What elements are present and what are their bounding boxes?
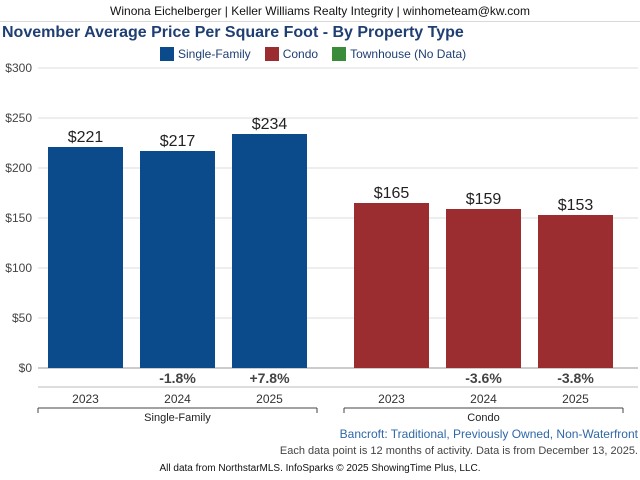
header-contact: Winona Eichelberger | Keller Williams Re… bbox=[0, 0, 640, 22]
y-tick-label: $0 bbox=[19, 361, 33, 375]
bar-value-label: $234 bbox=[252, 116, 288, 133]
y-tick-label: $100 bbox=[5, 261, 32, 275]
bar-value-label: $153 bbox=[558, 197, 594, 214]
bar-value-label: $217 bbox=[160, 133, 196, 150]
legend-swatch-single-family bbox=[160, 47, 174, 61]
x-tick-label: 2025 bbox=[256, 392, 283, 406]
bar-single-family-2024 bbox=[140, 151, 215, 368]
group-bracket bbox=[343, 407, 624, 413]
bar-single-family-2025 bbox=[232, 134, 307, 368]
chart-legend: Single-Family Condo Townhouse (No Data) bbox=[160, 45, 466, 63]
x-tick-label: 2025 bbox=[562, 392, 589, 406]
x-tick-label: 2024 bbox=[164, 392, 191, 406]
legend-label-condo: Condo bbox=[282, 47, 319, 61]
legend-label-single-family: Single-Family bbox=[178, 47, 251, 61]
data-credit: All data from NorthstarMLS. InfoSparks ©… bbox=[159, 463, 481, 474]
x-tick-label: 2023 bbox=[378, 392, 405, 406]
chart-title: November Average Price Per Square Foot -… bbox=[2, 24, 464, 41]
change-label: +7.8% bbox=[249, 370, 290, 386]
group-bracket bbox=[37, 407, 318, 413]
bar-value-label: $159 bbox=[466, 191, 502, 208]
data-note: Each data point is 12 months of activity… bbox=[279, 445, 638, 457]
legend-item-condo[interactable]: Condo bbox=[264, 47, 319, 61]
legend-item-single-family[interactable]: Single-Family bbox=[160, 47, 251, 61]
change-label: -3.6% bbox=[465, 370, 502, 386]
chart-subtitle: Bancroft: Traditional, Previously Owned,… bbox=[339, 427, 638, 441]
change-label: -1.8% bbox=[159, 370, 196, 386]
legend-swatch-condo bbox=[264, 47, 279, 61]
y-tick-label: $250 bbox=[5, 111, 32, 125]
x-tick-label: 2024 bbox=[470, 392, 497, 406]
bar-value-label: $165 bbox=[374, 185, 410, 202]
bar-condo-2023 bbox=[354, 203, 429, 368]
bar-condo-2024 bbox=[446, 209, 521, 368]
bar-condo-2025 bbox=[538, 215, 613, 368]
x-tick-label: 2023 bbox=[72, 392, 99, 406]
y-tick-label: $200 bbox=[5, 161, 32, 175]
group-label: Single-Family bbox=[144, 412, 211, 424]
legend-item-townhouse[interactable]: Townhouse (No Data) bbox=[332, 47, 466, 61]
bar-single-family-2023 bbox=[48, 147, 123, 368]
y-tick-label: $300 bbox=[5, 61, 32, 75]
group-label: Condo bbox=[467, 412, 499, 424]
y-tick-label: $50 bbox=[12, 311, 32, 325]
y-tick-label: $150 bbox=[5, 211, 32, 225]
change-label: -3.8% bbox=[557, 370, 594, 386]
bar-value-label: $221 bbox=[68, 129, 104, 146]
legend-label-townhouse: Townhouse (No Data) bbox=[350, 47, 467, 61]
legend-swatch-townhouse bbox=[332, 47, 347, 61]
